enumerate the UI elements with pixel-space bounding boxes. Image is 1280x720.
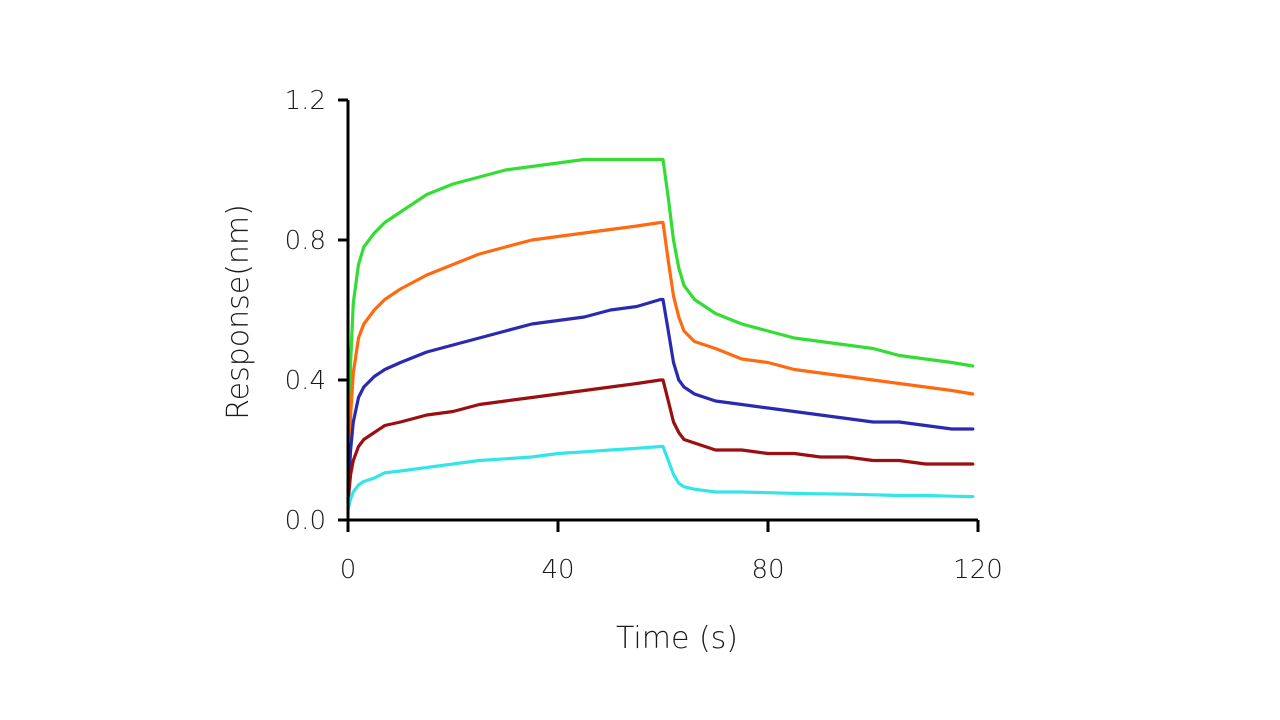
axes-layer <box>346 100 978 522</box>
y-axis-title: Response(nm) <box>221 204 256 420</box>
series-line-4 <box>346 378 975 505</box>
series-line-3 <box>346 297 975 501</box>
x-tick-label: 120 <box>953 555 1003 585</box>
y-tick-label: 0.0 <box>285 506 326 536</box>
x-tick-label: 40 <box>541 555 574 585</box>
y-tick-label: 0.4 <box>285 366 326 396</box>
x-tick-label: 0 <box>340 555 357 585</box>
series-line-2 <box>346 220 975 494</box>
x-tick-label: 80 <box>751 555 784 585</box>
series-line-1 <box>346 157 975 505</box>
y-tick-label: 1.2 <box>285 86 326 116</box>
x-axis-title: Time (s) <box>616 621 738 656</box>
y-tick-label: 0.8 <box>285 226 326 256</box>
ticks-layer: 0.0 0.4 0.8 1.2 0 40 80 120 <box>285 86 1003 585</box>
series-layer <box>346 157 975 512</box>
series-line-5 <box>346 444 975 512</box>
